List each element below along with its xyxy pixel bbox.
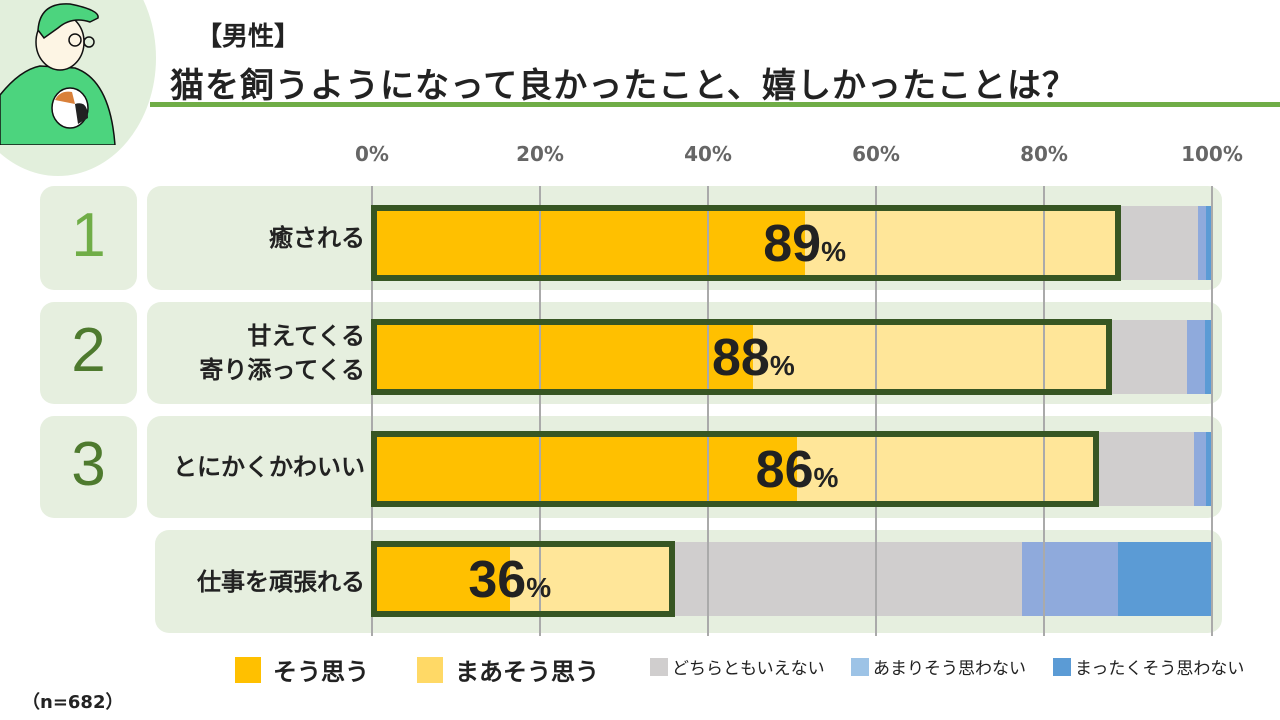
category-label-line: 癒される [269, 224, 365, 252]
legend-swatch [851, 657, 869, 676]
gridline [539, 186, 541, 636]
tick-label: 20% [516, 142, 564, 166]
percent-value: 86 [755, 441, 814, 499]
bar-segment [1111, 320, 1187, 394]
tick-label: 0% [355, 142, 389, 166]
legend-item-mattaku: まったくそう思わない [1053, 654, 1244, 679]
bar-segment [372, 542, 510, 616]
bar-segment [804, 206, 1120, 280]
category-label-line: 甘えてくる [247, 322, 365, 350]
category-label-line: 仕事を頑張れる [197, 567, 365, 596]
legend-item-dochira: どちらともいえない [650, 654, 825, 679]
total-percent-label: 86% [756, 440, 839, 500]
rank-panel [40, 186, 137, 290]
rank-number: 1 [71, 201, 106, 270]
bar-segment [1206, 432, 1212, 506]
legend-label: あまりそう思わない [873, 659, 1026, 679]
category-label: 癒される [147, 186, 365, 290]
total-percent-label: 88% [712, 328, 795, 388]
bar-segment [1193, 432, 1207, 506]
legend-item-so-omou: そう思う [235, 652, 369, 687]
page-title: 猫を飼うようになって良かったこと、嬉しかったことは？ [170, 66, 1077, 106]
bar-segment [1206, 206, 1212, 280]
gridline [371, 186, 373, 636]
category-label: 甘えてくる寄り添ってくる [147, 302, 365, 404]
bar-segment [753, 320, 1112, 394]
legend-label: まったくそう思わない [1075, 659, 1245, 679]
tick-label: 60% [852, 142, 900, 166]
category-label: 仕事を頑張れる [147, 530, 365, 633]
highlight-outline [371, 431, 1099, 507]
highlight-outline [371, 541, 676, 617]
bar-segment [1197, 206, 1207, 280]
legend-swatch [1053, 657, 1071, 676]
bar-segment [1117, 542, 1212, 616]
percent-value: 36 [468, 551, 527, 609]
bar-segment [1097, 432, 1194, 506]
percent-unit: % [821, 236, 846, 267]
percent-unit: % [769, 350, 795, 381]
bar-segment [1205, 320, 1212, 394]
bar-segment [372, 320, 754, 394]
bar-segment [372, 432, 798, 506]
gridline [707, 186, 709, 636]
gridline [1211, 186, 1213, 636]
legend-label: どちらともいえない [672, 659, 825, 679]
tick-label: 40% [684, 142, 732, 166]
rank-panel [40, 416, 137, 518]
man-holding-cat-illustration [0, 3, 116, 145]
bar-segment [509, 542, 675, 616]
highlight-outline [371, 319, 1113, 395]
category-label-line: とにかくかわいい [173, 453, 365, 481]
legend-label: そう思う [273, 658, 369, 686]
rank-panel [40, 302, 137, 404]
bar-segment [372, 206, 805, 280]
gridline [1043, 186, 1045, 636]
category-label-line: 寄り添ってくる [199, 356, 365, 384]
sample-size: （n=682） [22, 692, 124, 713]
highlight-outline [371, 205, 1121, 281]
legend-swatch [650, 657, 668, 676]
total-percent-label: 36% [468, 550, 551, 610]
bar-segment [1022, 542, 1118, 616]
rank-number: 2 [71, 316, 106, 385]
percent-unit: % [526, 572, 552, 603]
gridline [875, 186, 877, 636]
bar-segment [1119, 206, 1198, 280]
legend-swatch [417, 656, 443, 683]
legend-swatch [235, 656, 261, 683]
bar-segment [1186, 320, 1206, 394]
legend-item-maa: まあそう思う [417, 652, 599, 687]
legend-item-amari: あまりそう思わない [851, 654, 1026, 679]
rank-number: 3 [71, 430, 106, 499]
bar-segment [797, 432, 1098, 506]
percent-value: 88 [711, 329, 770, 387]
legend-label: まあそう思う [455, 658, 599, 686]
tick-label: 80% [1020, 142, 1068, 166]
percent-unit: % [813, 462, 839, 493]
percent-value: 89 [763, 215, 822, 273]
title-underline [150, 102, 1280, 107]
tick-label: 100% [1181, 142, 1243, 166]
title-tag: 【男性】 [196, 22, 301, 52]
category-label: とにかくかわいい [147, 416, 365, 518]
bar-segment [674, 542, 1023, 616]
total-percent-label: 89% [763, 214, 846, 274]
